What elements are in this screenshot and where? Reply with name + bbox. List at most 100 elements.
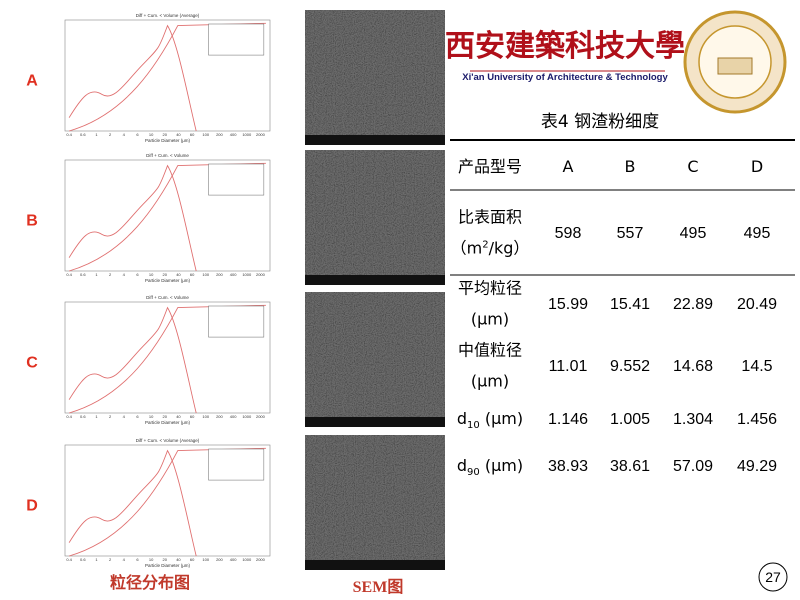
row-label-part: (μm) — [471, 372, 509, 391]
sem-info-bar — [305, 135, 445, 145]
sem-grain — [305, 292, 445, 427]
chart-x-tick-label: 400 — [230, 414, 237, 419]
chart-x-tick-label: 2000 — [256, 557, 266, 562]
chart-x-tick-label: 1 — [95, 272, 98, 277]
chart-x-tick-label: 10 — [149, 414, 154, 419]
chart-x-tick-label: 10 — [149, 272, 154, 277]
chart-x-tick-label: 20 — [163, 414, 168, 419]
chart-x-tick-label: 1 — [95, 414, 98, 419]
chart-x-tick-label: 6 — [136, 557, 139, 562]
page-number: 27 — [765, 569, 781, 585]
chart-legend-box — [208, 305, 265, 338]
row-label: d10 (μm) — [457, 409, 523, 431]
chart-x-tick-label: 10 — [149, 557, 154, 562]
chart-x-tick-label: 2 — [109, 132, 112, 137]
chart-x-tick-label: 2 — [109, 414, 112, 419]
diff-curve — [68, 164, 197, 272]
row-label-part: 10 — [467, 420, 480, 431]
table-cell: 1.456 — [737, 411, 777, 428]
chart-x-tick-label: 1000 — [242, 414, 252, 419]
table-cell: 495 — [680, 225, 707, 242]
chart-x-tick-label: 1 — [95, 557, 98, 562]
chart-title: Diff + Cum. < Volume — [146, 153, 189, 158]
chart-x-tick-label: 2 — [109, 557, 112, 562]
chart-x-tick-label: 2000 — [256, 414, 266, 419]
table-cell: 1.005 — [610, 411, 650, 428]
chart-x-tick-label: 200 — [216, 557, 223, 562]
chart-legend-box — [208, 23, 265, 56]
chart-x-tick-label: 0.6 — [80, 557, 86, 562]
charts: A Diff + Cum. < Volume (Average) Particle … — [26, 10, 445, 570]
chart-frame — [64, 301, 271, 414]
chart-x-tick-label: 100 — [202, 272, 209, 277]
row-label: （m2/kg） — [451, 239, 530, 258]
table-header-cell: D — [751, 157, 763, 176]
caption-psd: 粒径分布图 — [110, 573, 190, 592]
row-label-part: 平均粒径 — [458, 279, 522, 298]
table-header-cell: A — [563, 157, 574, 176]
sem-grain — [305, 150, 445, 285]
chart-x-tick-label: 100 — [202, 414, 209, 419]
chart-x-tick-label: 6 — [136, 132, 139, 137]
chart-x-tick-label: 0.4 — [66, 414, 72, 419]
sample-label: A — [26, 73, 38, 90]
row-label-part: 比表面积 — [458, 208, 522, 227]
chart-x-tick-label: 1000 — [242, 272, 252, 277]
chart-x-tick-label: 100 — [202, 557, 209, 562]
chart-x-tick-label: 20 — [163, 132, 168, 137]
sem-grain — [305, 435, 445, 570]
cum-curve — [68, 304, 266, 414]
chart-x-tick-label: 400 — [230, 132, 237, 137]
table-cell: 11.01 — [549, 358, 588, 375]
table-cell: 15.41 — [610, 296, 650, 313]
chart-x-label: Particle Diameter (μm) — [145, 138, 191, 143]
table-header-cell: C — [687, 157, 698, 176]
row-label-part: d — [457, 456, 467, 475]
row-label-part: /kg） — [489, 239, 530, 258]
table-cell: 20.49 — [737, 296, 777, 313]
chart-x-tick-label: 40 — [176, 414, 181, 419]
chart-frame — [64, 444, 271, 557]
sem-info-bar — [305, 560, 445, 570]
chart-x-tick-label: 2000 — [256, 272, 266, 277]
chart-x-tick-label: 20 — [163, 272, 168, 277]
logo-name-en: Xi'an University of Architecture & Techn… — [462, 72, 668, 83]
row-label-part: (μm) — [480, 409, 523, 428]
chart-x-tick-label: 1000 — [242, 132, 252, 137]
chart-x-tick-label: 1000 — [242, 557, 252, 562]
diff-curve — [68, 449, 197, 557]
chart-legend-box — [208, 448, 265, 481]
chart-title: Diff + Cum. < Volume (Average) — [136, 13, 200, 18]
chart-x-tick-label: 10 — [149, 132, 154, 137]
row-label: 比表面积 — [458, 208, 522, 227]
chart-x-tick-label: 60 — [190, 132, 195, 137]
chart-x-tick-label: 6 — [136, 272, 139, 277]
chart-x-tick-label: 6 — [136, 414, 139, 419]
row-label-part: (μm) — [471, 310, 509, 329]
chart-x-tick-label: 40 — [176, 557, 181, 562]
table-header-cell: B — [625, 157, 636, 176]
diff-curve — [68, 24, 197, 132]
sem-grain — [305, 10, 445, 145]
row-label: 中值粒径 — [458, 341, 522, 360]
table-cell: 1.304 — [673, 411, 713, 428]
chart-x-label: Particle Diameter (μm) — [145, 420, 191, 425]
chart-x-tick-label: 0.4 — [66, 132, 72, 137]
caption-sem: SEM图 — [353, 578, 404, 596]
table-cell: 598 — [555, 225, 582, 242]
table-cell: 14.5 — [741, 358, 772, 375]
logo-name-cn: 西安建築科技大學 — [445, 29, 685, 64]
cum-curve — [68, 447, 266, 557]
chart-title: Diff + Cum. < Volume (Average) — [136, 438, 200, 443]
diff-curve — [68, 306, 197, 414]
chart-x-tick-label: 2 — [109, 272, 112, 277]
table-cell: 1.146 — [548, 411, 588, 428]
table-cell: 557 — [617, 225, 644, 242]
chart-x-tick-label: 1 — [95, 132, 98, 137]
chart-x-tick-label: 20 — [163, 557, 168, 562]
table-cell: 49.29 — [737, 458, 777, 475]
chart-x-tick-label: 4 — [123, 272, 126, 277]
table-cell: 38.61 — [610, 458, 650, 475]
chart-x-tick-label: 60 — [190, 557, 195, 562]
